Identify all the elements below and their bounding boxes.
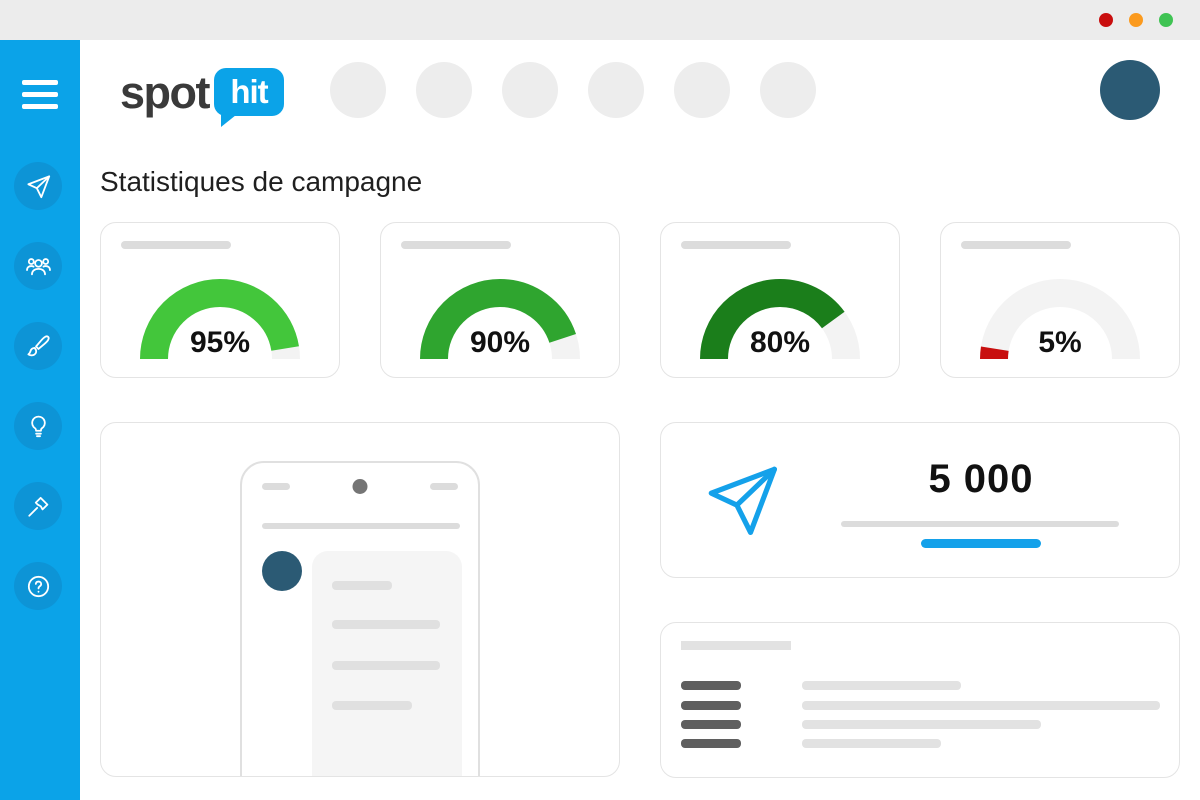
card-title-placeholder [681, 641, 791, 650]
logo-text-spot: spot [120, 66, 211, 118]
detail-value-placeholder [802, 739, 941, 748]
sidebar-item-contacts[interactable] [14, 242, 62, 290]
message-bubble [312, 551, 462, 776]
window-titlebar [0, 0, 1200, 40]
card-title-placeholder [401, 241, 511, 249]
menu-icon[interactable] [22, 80, 58, 110]
card-title-placeholder [681, 241, 791, 249]
phone-status-placeholder [262, 483, 290, 490]
hammer-icon [27, 496, 48, 517]
message-text-placeholder [332, 701, 412, 710]
sent-count-card: 5 000 [660, 422, 1180, 578]
gauge-chart [140, 279, 300, 359]
nav-item-placeholder[interactable] [674, 62, 730, 118]
nav-item-placeholder[interactable] [330, 62, 386, 118]
gauge-value: 80% [749, 326, 811, 359]
main-content: spot hit Statistiques de campagne 95% 90… [80, 40, 1200, 800]
phone-camera-dot [352, 479, 368, 494]
phone-header-placeholder [262, 523, 460, 529]
user-avatar[interactable] [1100, 60, 1160, 120]
detail-row [681, 701, 1161, 710]
message-text-placeholder [332, 620, 440, 629]
nav-item-placeholder[interactable] [416, 62, 472, 118]
message-preview-card [100, 422, 620, 777]
lightbulb-icon [30, 415, 46, 437]
sidebar-item-tools[interactable] [14, 482, 62, 530]
window-maximize-button[interactable] [1159, 13, 1173, 27]
nav-item-placeholder[interactable] [760, 62, 816, 118]
window-minimize-button[interactable] [1129, 13, 1143, 27]
nav-item-placeholder[interactable] [502, 62, 558, 118]
campaign-details-card [660, 622, 1180, 778]
help-icon [27, 575, 49, 597]
card-title-placeholder [961, 241, 1071, 249]
logo-text-hit: hit [230, 73, 268, 110]
sent-count-value: 5 000 [928, 457, 1034, 501]
detail-value-placeholder [802, 681, 961, 690]
sidebar-item-campaigns[interactable] [14, 162, 62, 210]
logo-bubble: hit [214, 68, 284, 127]
sidebar-item-design[interactable] [14, 322, 62, 370]
users-icon [25, 257, 51, 275]
message-text-placeholder [332, 661, 440, 670]
gauge-chart [420, 279, 580, 359]
paintbrush-icon [26, 334, 50, 356]
sidebar [0, 40, 80, 800]
paper-plane-icon [26, 174, 50, 198]
detail-value-placeholder [802, 701, 1160, 710]
gauge-card-errors: 5% [940, 222, 1180, 378]
detail-label-placeholder [681, 739, 741, 748]
card-title-placeholder [121, 241, 231, 249]
detail-value-placeholder [802, 720, 1041, 729]
message-text-placeholder [332, 581, 392, 590]
detail-row [681, 681, 1161, 690]
phone-mockup [240, 461, 480, 776]
phone-status-placeholder [430, 483, 458, 490]
gauge-value: 5% [1038, 326, 1082, 359]
app-logo: spot hit [120, 66, 284, 127]
nav-item-placeholder[interactable] [588, 62, 644, 118]
detail-label-placeholder [681, 720, 741, 729]
detail-row [681, 739, 1161, 748]
sidebar-item-ideas[interactable] [14, 402, 62, 450]
detail-row [681, 720, 1161, 729]
gauge-value: 90% [469, 326, 531, 359]
gauge-card-opened: 90% [380, 222, 620, 378]
progress-track [841, 521, 1119, 527]
gauge-card-delivered: 95% [100, 222, 340, 378]
gauge-chart [700, 279, 860, 359]
sender-avatar [262, 551, 302, 591]
gauge-chart [980, 279, 1140, 359]
detail-label-placeholder [681, 681, 741, 690]
header-nav [330, 62, 816, 118]
sidebar-item-help[interactable] [14, 562, 62, 610]
gauge-card-clicked: 80% [660, 222, 900, 378]
detail-label-placeholder [681, 701, 741, 710]
page-title: Statistiques de campagne [100, 166, 423, 197]
paper-plane-icon [701, 459, 783, 541]
progress-bar [921, 539, 1041, 548]
gauge-value: 95% [189, 326, 251, 359]
window-close-button[interactable] [1099, 13, 1113, 27]
